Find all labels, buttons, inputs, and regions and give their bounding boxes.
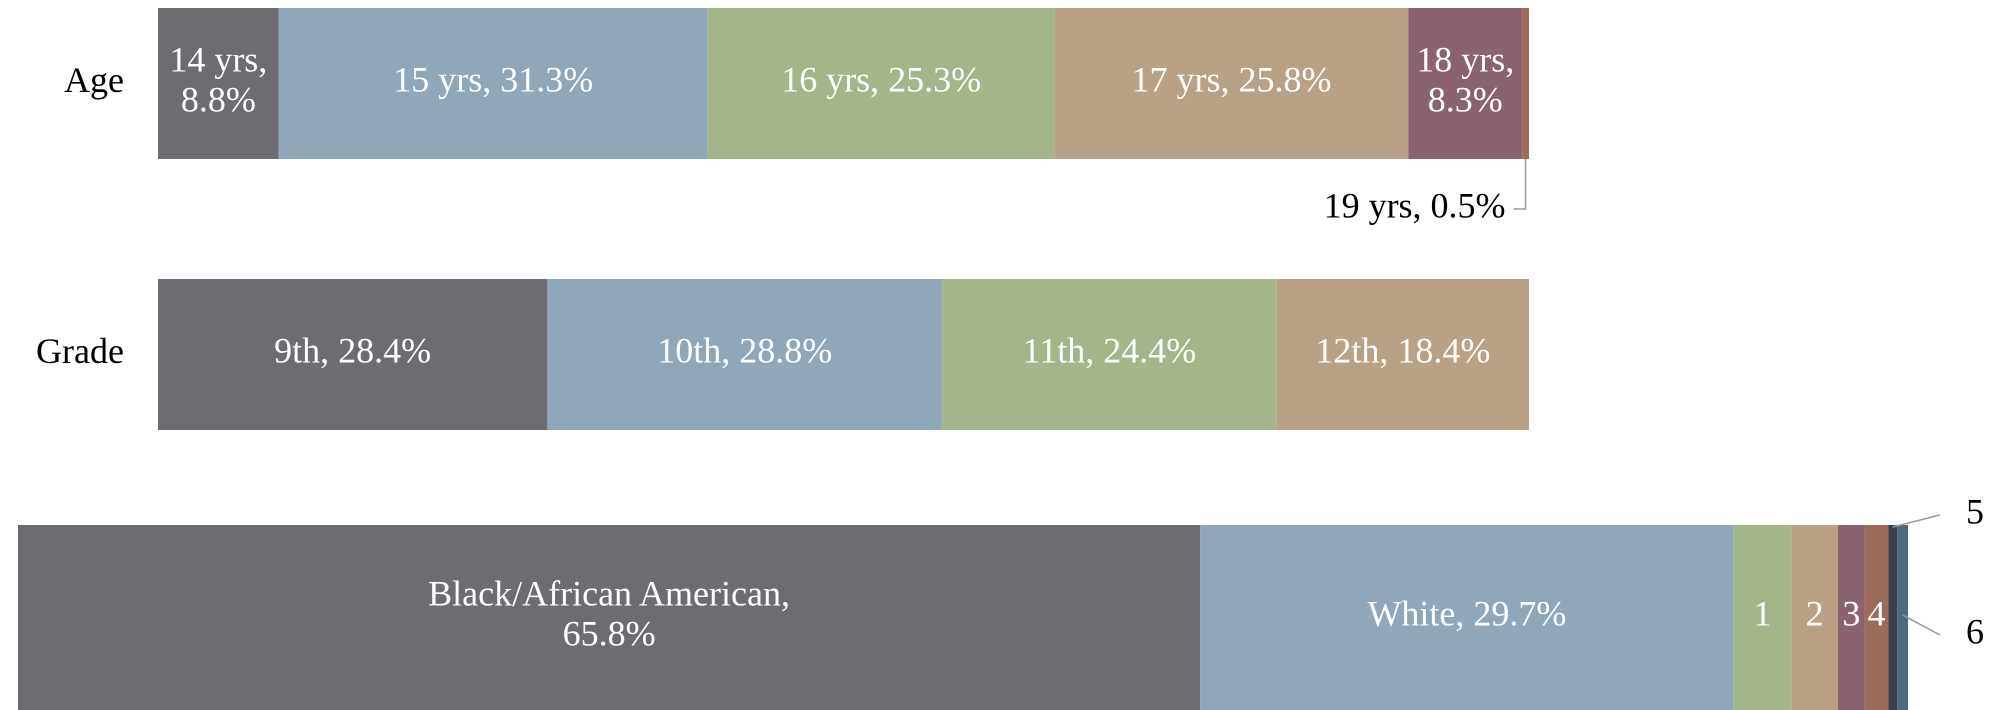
callout-label: 19 yrs, 0.5% [1324, 185, 1506, 225]
bar-segment [1200, 525, 1734, 710]
segment-label: 15 yrs, 31.3% [393, 60, 593, 100]
bar-segment [158, 8, 279, 159]
segment-label: 11th, 24.4% [1023, 331, 1197, 371]
segment-label: 18 yrs, 8.3% [1416, 40, 1514, 120]
callout-label: 5 [1966, 491, 1984, 531]
bar-segment [158, 279, 548, 430]
bar-segment [707, 8, 1055, 159]
segment-label: 3 [1842, 594, 1860, 634]
leader-line [1902, 614, 1941, 636]
bar-segment [18, 525, 1201, 710]
bar-segment [1733, 525, 1792, 710]
bar-segment [1522, 8, 1529, 159]
segment-label: 1 [1753, 594, 1771, 634]
bar-segment [1791, 525, 1838, 710]
segment-label: 17 yrs, 25.8% [1131, 60, 1331, 100]
segment-label: 10th, 28.8% [657, 331, 832, 371]
segment-label: 9th, 28.4% [274, 331, 431, 371]
segment-label: 14 yrs, 8.8% [169, 40, 267, 120]
segment-label: 2 [1806, 594, 1824, 634]
segment-label: Black/African American, 65.8% [428, 574, 790, 654]
bar-segment [278, 8, 708, 159]
segment-label: 4 [1868, 594, 1886, 634]
bar-segment [942, 279, 1277, 430]
bar-segment [1276, 279, 1529, 430]
segment-label: 16 yrs, 25.3% [781, 60, 981, 100]
leader-line [1892, 514, 1941, 528]
bar-segment [1888, 525, 1898, 710]
bar-segment [1054, 8, 1409, 159]
bar-segment [1864, 525, 1889, 710]
bar-segment [1897, 525, 1908, 710]
leader-line [1513, 159, 1527, 210]
row-label: Grade [36, 331, 124, 371]
segment-label: White, 29.7% [1367, 594, 1566, 634]
segment-label: 12th, 18.4% [1315, 331, 1490, 371]
bar-segment [1408, 8, 1523, 159]
row-label: Age [64, 60, 124, 100]
callout-label: 6 [1966, 611, 1984, 651]
bar-segment [1837, 525, 1865, 710]
bar-segment [547, 279, 943, 430]
